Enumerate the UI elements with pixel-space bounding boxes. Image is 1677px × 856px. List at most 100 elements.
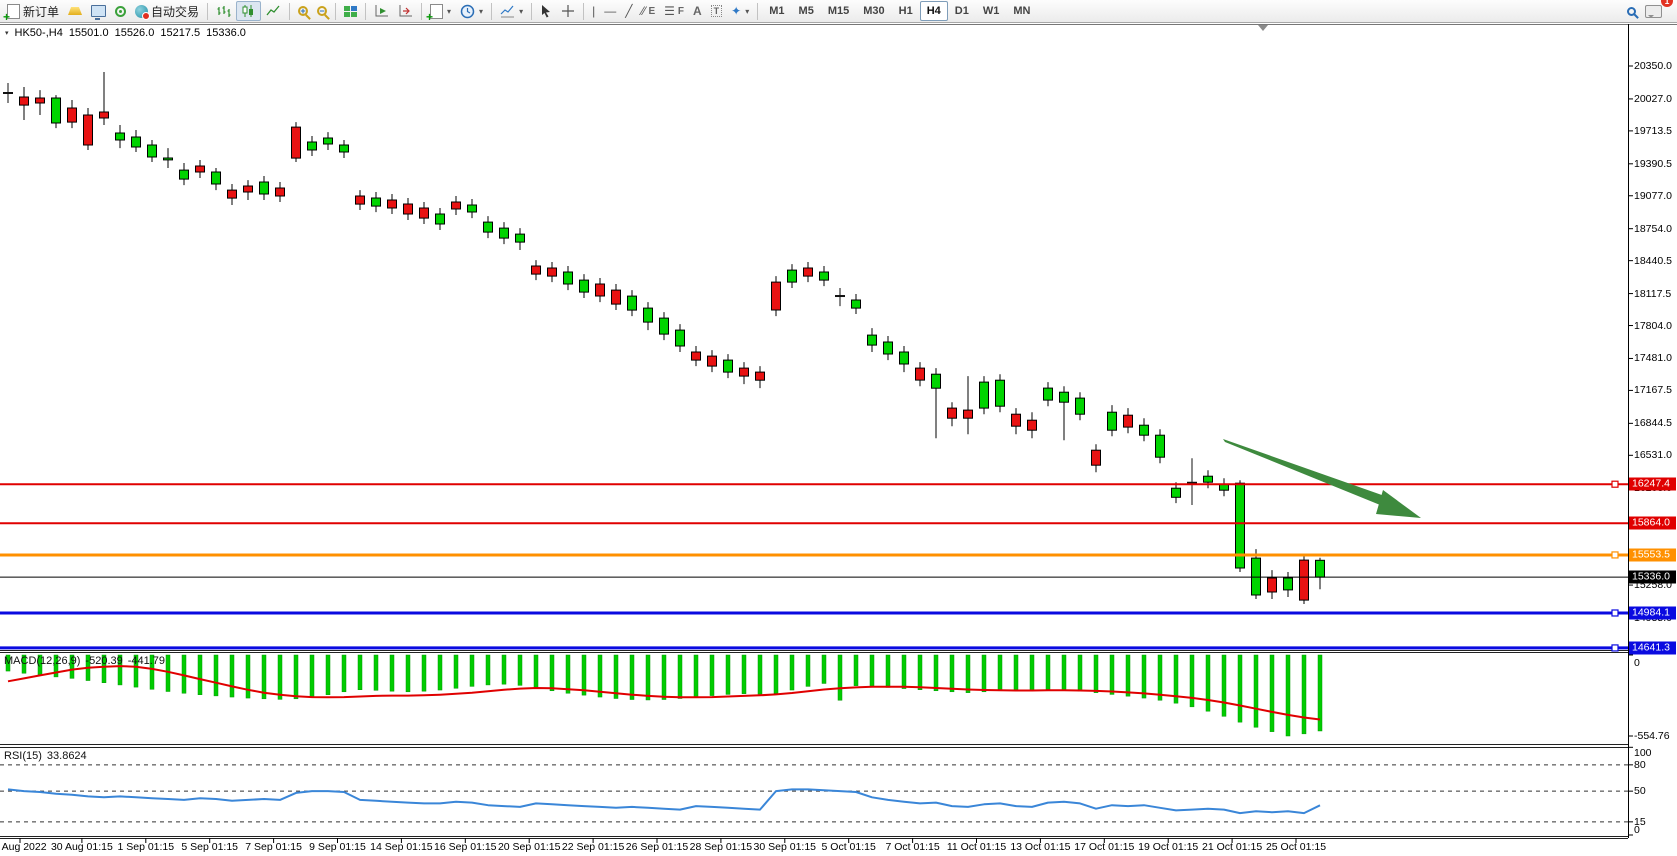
line-handle[interactable] [1611, 644, 1619, 652]
close-value: 15336.0 [206, 27, 246, 39]
date-axis-label: 17 Oct 01:15 [1074, 841, 1135, 853]
price-badge: 15336.0 [1629, 570, 1676, 584]
market-watch-button[interactable] [64, 1, 86, 21]
macd-name-label: MACD(12,26,9) [4, 655, 81, 667]
line-chart-icon [266, 5, 280, 16]
macd-bar [293, 654, 299, 700]
crosshair-icon [562, 5, 575, 17]
candlestick-series [3, 72, 1325, 604]
auto-scroll-icon [375, 5, 389, 17]
line-chart-button[interactable] [262, 1, 285, 21]
new-order-button[interactable]: 新订单 [3, 1, 63, 24]
zoom-in-button[interactable]: + [294, 1, 312, 21]
clock-icon [460, 4, 475, 18]
new-chart-button[interactable]: ▾ [426, 1, 455, 24]
line-handle[interactable] [1611, 480, 1619, 488]
candle-body [851, 299, 861, 309]
horizontal-line-icon: — [604, 4, 617, 18]
line-handle[interactable] [1611, 609, 1619, 617]
candle-body [579, 279, 589, 293]
timeframe-button-M15[interactable]: M15 [827, 5, 850, 17]
trend-arrow-head[interactable] [1376, 490, 1421, 518]
tile-windows-button[interactable] [340, 1, 361, 21]
notifications-button[interactable]: 1 [1641, 0, 1673, 21]
date-axis-label: 5 Sep 01:15 [181, 841, 239, 853]
auto-trading-button[interactable]: 自动交易 [131, 1, 203, 21]
candle-body [1107, 411, 1117, 431]
main-toolbar: 新订单 自动交易 + − [0, 0, 1677, 24]
rsi-scale-label: 80 [1634, 758, 1646, 771]
candle-body [67, 107, 77, 123]
trendline-icon: ╱ [625, 4, 633, 18]
macd-bar [517, 654, 523, 686]
line-handle[interactable] [1611, 551, 1619, 559]
timeframe-button-D1[interactable]: D1 [954, 5, 969, 17]
zoom-out-button[interactable]: − [313, 1, 331, 21]
chart-shift-button[interactable] [394, 1, 417, 21]
search-button[interactable] [1623, 1, 1640, 21]
auto-scroll-button[interactable] [370, 1, 393, 21]
candle-body [19, 96, 29, 106]
price-axis[interactable] [1628, 24, 1677, 838]
chat-icon [1645, 4, 1662, 18]
periods-button[interactable]: ▾ [456, 1, 487, 21]
macd-bar [261, 654, 267, 700]
terminal-button[interactable] [87, 1, 110, 21]
timeframe-button-MN[interactable]: MN [1013, 5, 1031, 17]
indicators-button[interactable]: ▾ [496, 1, 527, 21]
candle-body [355, 195, 365, 205]
cursor-button[interactable] [536, 1, 556, 21]
price-axis-tick: 18117.5 [1634, 287, 1672, 300]
arrows-icon: ✦ [731, 4, 742, 18]
zoom-out-icon: − [317, 6, 328, 16]
macd-bar [613, 654, 619, 699]
timeframe-button-H1[interactable]: H1 [898, 5, 913, 17]
candle-body [1155, 434, 1165, 458]
timeframe-button-M30[interactable]: M30 [863, 5, 885, 17]
text-button[interactable]: A [689, 1, 706, 21]
globe-icon [135, 4, 151, 20]
macd-bar [117, 654, 123, 686]
timeframe-button-M1[interactable]: M1 [769, 5, 785, 17]
chevron-down-icon: ▾ [745, 6, 750, 16]
date-axis-label: 5 Oct 01:15 [821, 841, 876, 853]
timeframe-button-H4[interactable]: H4 [919, 1, 948, 21]
macd-bar [437, 654, 443, 691]
timeframe-button-W1[interactable]: W1 [982, 5, 1000, 17]
new-order-label: 新订单 [23, 4, 60, 19]
macd-bar [533, 654, 539, 689]
candle-body [1251, 557, 1261, 596]
candle-body [163, 157, 173, 161]
horizontal-line-button[interactable]: — [600, 1, 620, 21]
timeframe-button-M5[interactable]: M5 [798, 5, 814, 17]
macd-bar [1189, 654, 1195, 708]
macd-bar [5, 654, 11, 672]
price-axis-tick: 16531.0 [1634, 449, 1672, 462]
equidistant-channel-button[interactable]: ⁄⁄ E [637, 1, 659, 21]
candle-body [243, 185, 253, 193]
rsi-scale-label: 0 [1634, 824, 1640, 836]
candle-body [627, 295, 637, 311]
bar-chart-button[interactable] [212, 1, 235, 21]
macd-bar [1317, 654, 1323, 732]
text-label-button[interactable]: T [707, 1, 727, 21]
time-axis[interactable] [0, 838, 1628, 856]
crosshair-button[interactable] [557, 1, 579, 21]
low-value: 15217.5 [160, 27, 201, 39]
fibonacci-button[interactable]: ☰ F [660, 1, 688, 21]
candle-body [1203, 475, 1213, 483]
vertical-line-button[interactable]: | [588, 1, 599, 21]
candlestick-chart-button[interactable] [236, 1, 262, 21]
chart-shift-marker[interactable] [1258, 25, 1268, 31]
macd-bar [1301, 654, 1307, 735]
candle-body [707, 355, 717, 367]
candle-body [787, 269, 797, 283]
macd-bar [565, 654, 571, 694]
arrows-button[interactable]: ✦ ▾ [727, 1, 753, 21]
signal-button[interactable] [111, 1, 130, 21]
trend-arrow-shaft[interactable] [1223, 439, 1396, 509]
trendline-button[interactable]: ╱ [621, 1, 636, 21]
macd-bar [1269, 654, 1275, 732]
candle-body [435, 213, 445, 225]
